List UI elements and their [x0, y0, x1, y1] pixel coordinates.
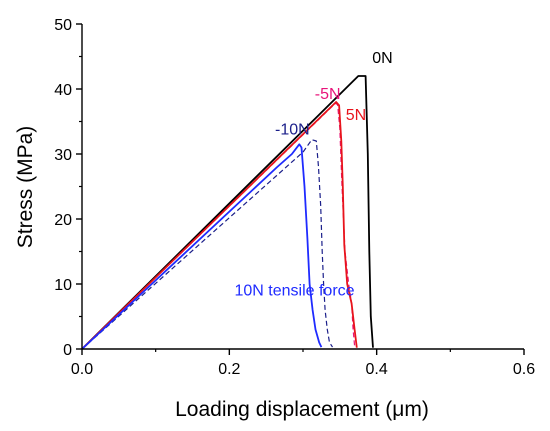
- tick-labels: 0.0 0.2 0.4 0.6 0 10 20 30 40 50: [54, 17, 535, 378]
- plot-area: [81, 75, 374, 350]
- series-line-5n: [81, 101, 358, 350]
- annotation-0n: 0N: [372, 50, 392, 67]
- annotation-10n-tensile-force: 10N tensile force: [234, 283, 354, 300]
- y-tick-label: 20: [54, 212, 72, 229]
- series-line-10n-tensile-force: [81, 143, 323, 350]
- series-line-0n: [81, 75, 374, 350]
- annotations: 0N -5N 5N -10N 10N tensile force: [234, 50, 392, 300]
- y-tick-label: 30: [54, 147, 72, 164]
- x-axis-title: Loading displacement (μm): [175, 398, 429, 421]
- series-line-10n: [81, 139, 334, 350]
- y-tick-label: 40: [54, 82, 72, 99]
- annotation-10n: -10N: [275, 122, 310, 139]
- x-tick-label: 0.2: [218, 361, 240, 378]
- x-tick-label: 0.6: [513, 361, 535, 378]
- y-axis-title: Stress (MPa): [14, 126, 37, 249]
- x-tick-label: 0.4: [366, 361, 388, 378]
- y-tick-label: 0: [63, 342, 72, 359]
- annotation-5n: -5N: [315, 86, 341, 103]
- y-tick-label: 50: [54, 17, 72, 34]
- axes: [76, 23, 525, 355]
- y-tick-label: 10: [54, 277, 72, 294]
- x-tick-label: 0.0: [71, 361, 93, 378]
- annotation-5n: 5N: [346, 107, 366, 124]
